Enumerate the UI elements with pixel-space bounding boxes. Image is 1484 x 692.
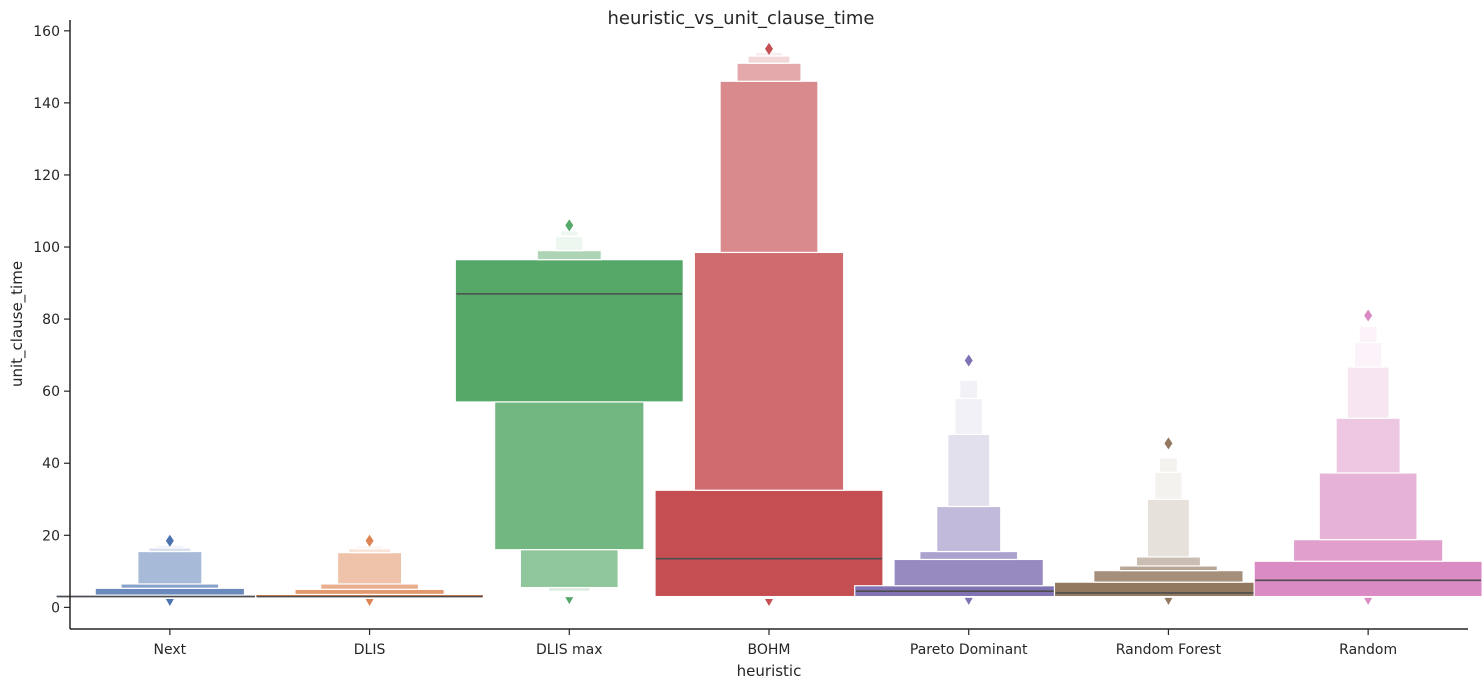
x-tick-label: Random Forest: [1116, 642, 1222, 658]
boxen-box: [547, 586, 591, 592]
outlier-point: [165, 534, 174, 547]
boxen-box: [120, 583, 220, 589]
outlier-point: [165, 598, 174, 606]
outlier-point: [1164, 437, 1173, 450]
x-tick-label: DLIS: [354, 642, 386, 658]
boxen-box: [936, 505, 1002, 553]
boxen-box: [919, 550, 1019, 561]
boxen-box: [947, 433, 991, 508]
boxen-box: [1335, 417, 1401, 474]
outlier-point: [765, 42, 773, 55]
boxen-box: [893, 558, 1044, 587]
y-tick-label: 0: [51, 600, 60, 616]
series-group-pareto-dominant: [854, 354, 1084, 605]
y-tick-label: 40: [42, 456, 60, 472]
y-tick-label: 60: [42, 384, 60, 400]
y-tick-label: 100: [33, 240, 60, 256]
boxen-box: [536, 250, 602, 261]
x-tick-label: Random: [1339, 642, 1397, 658]
outlier-point: [1364, 309, 1373, 322]
boxen-box: [454, 259, 684, 403]
x-tick-label: DLIS max: [536, 642, 603, 658]
y-tick-label: 140: [33, 96, 60, 112]
outlier-point: [565, 597, 574, 605]
boxen-box: [693, 251, 845, 491]
boxen-box: [94, 587, 246, 596]
plot-marks: [55, 42, 1483, 606]
y-tick-label: 120: [33, 168, 60, 184]
boxen-box: [719, 80, 819, 254]
boxen-box: [1118, 565, 1218, 572]
boxen-box: [1318, 472, 1418, 541]
boxen-box: [1158, 457, 1179, 473]
boxen-box: [747, 55, 791, 64]
series-group-random: [1253, 309, 1483, 605]
y-tick-label: 20: [42, 528, 60, 544]
outlier-point: [964, 354, 973, 367]
boxen-box: [519, 549, 619, 589]
y-axis-label: unit_clause_time: [8, 261, 27, 387]
boxen-box: [554, 235, 584, 252]
chart-title: heuristic_vs_unit_clause_time: [608, 8, 875, 29]
series-group-random-forest: [1053, 437, 1284, 605]
boxen-box: [1358, 325, 1378, 344]
axes: 0 20 40 60 80 100 120 140 160 Next DLIS DLIS max BOH…: [33, 20, 1468, 658]
boxen-box: [1135, 556, 1202, 567]
boxen-box: [959, 379, 979, 399]
outlier-point: [365, 598, 374, 606]
boxen-box: [1292, 539, 1444, 562]
boxen-box: [954, 397, 984, 436]
outlier-point: [765, 598, 773, 606]
x-tick-label: Pareto Dominant: [910, 642, 1028, 658]
series-group-next: [55, 534, 285, 606]
boxen-box: [1346, 366, 1390, 419]
boxen-box: [1253, 560, 1483, 598]
boxen-box: [137, 550, 203, 585]
boxen-box: [654, 489, 884, 598]
outlier-point: [964, 597, 973, 605]
boxen-box: [294, 588, 445, 596]
x-tick-label: Next: [154, 642, 187, 658]
boxen-box: [1154, 471, 1183, 500]
outlier-point: [1364, 597, 1373, 605]
y-tick-label: 80: [42, 312, 60, 328]
boxen-box: [336, 552, 403, 585]
x-axis-label: heuristic: [737, 662, 802, 680]
boxen-box: [494, 401, 645, 551]
outlier-point: [1164, 597, 1173, 605]
boxen-box: [1353, 341, 1383, 368]
boxen-box: [736, 62, 802, 82]
boxen-box: [1093, 570, 1244, 583]
outlier-point: [565, 219, 574, 232]
outlier-point: [365, 534, 374, 547]
series-group-bohm: [654, 42, 884, 606]
series-group-dlis-max: [454, 219, 684, 605]
boxen-box: [559, 230, 579, 237]
y-tick-label: 160: [33, 24, 60, 40]
series-group-dlis: [254, 534, 485, 606]
boxen-box: [320, 583, 420, 590]
boxen-box: [1146, 498, 1191, 558]
boxen-box: [1053, 581, 1284, 598]
x-tick-label: BOHM: [748, 642, 791, 658]
